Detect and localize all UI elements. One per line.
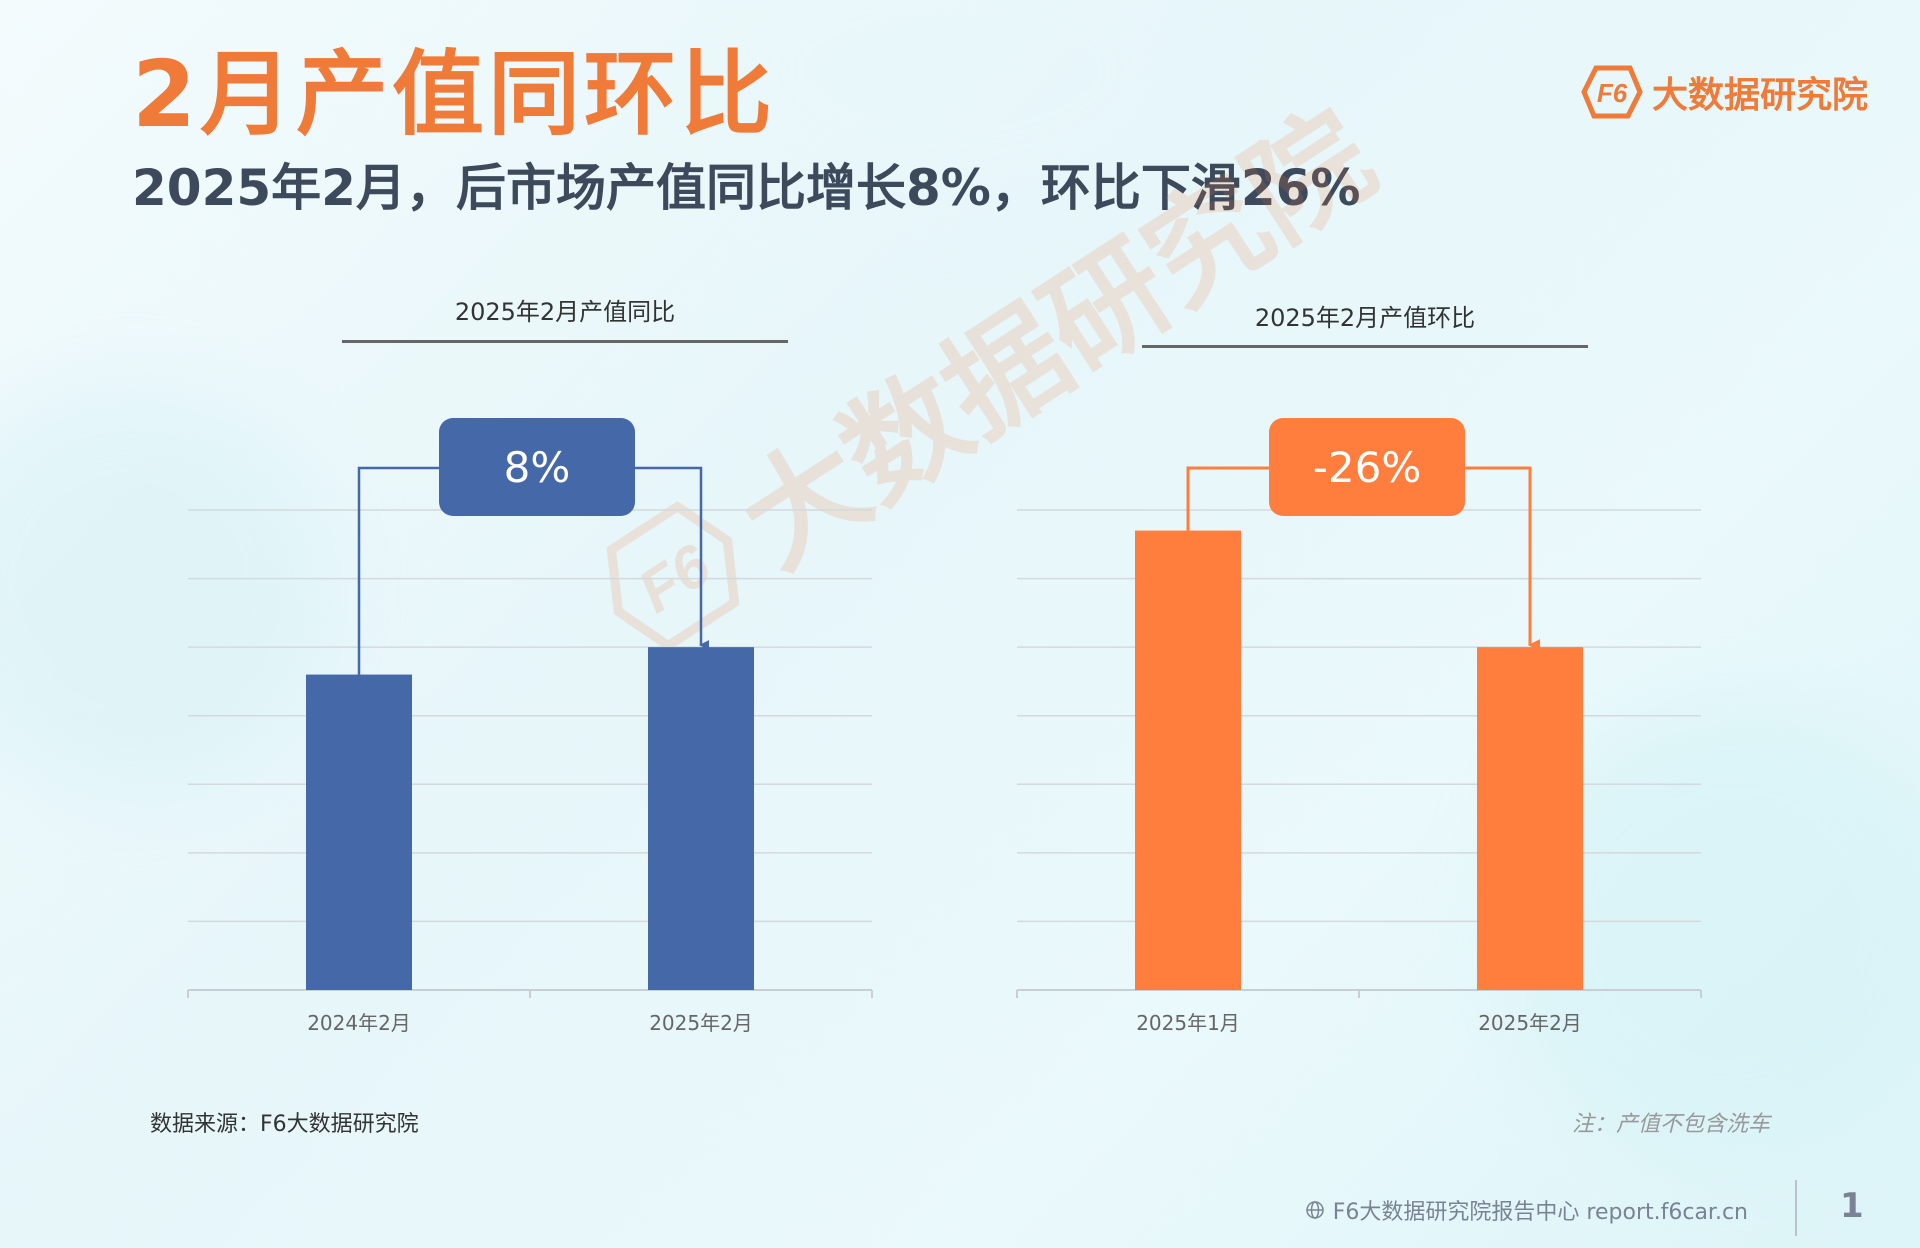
x-tick-label: 2025年2月: [649, 1011, 753, 1035]
bar-2: [648, 647, 754, 990]
x-tick-label: 2025年1月: [1136, 1011, 1240, 1035]
chart-title-rule-mom: [1142, 345, 1588, 348]
chart-title-rule-yoy: [342, 340, 788, 343]
footer-site-link[interactable]: F6大数据研究院报告中心 report.f6car.cn: [1305, 1194, 1748, 1226]
chart-mom: 2025年1月 2025年2月: [1016, 466, 1702, 1035]
globe-icon: [1306, 1201, 1324, 1219]
bar-1: [1135, 530, 1241, 990]
bar-1: [306, 674, 412, 990]
chart-title-mom: 2025年2月产值环比: [1254, 304, 1476, 332]
footnote: 注：产值不包含洗车: [1571, 1112, 1770, 1137]
f6-logo-icon: F6: [1581, 65, 1643, 119]
x-tick-label: 2024年2月: [307, 1011, 411, 1035]
page-number: 1: [1840, 1186, 1864, 1226]
brand-logo: F6 大数据研究院: [1580, 64, 1868, 120]
footer-divider: [1795, 1180, 1797, 1236]
chart-yoy: 2024年2月 2025年2月: [187, 466, 873, 1035]
bar-2: [1477, 647, 1583, 990]
footer-site-text: F6大数据研究院报告中心 report.f6car.cn: [1332, 1200, 1748, 1225]
logo-letters: F6: [1597, 78, 1628, 108]
page-title: 2月产值同环比: [132, 41, 777, 148]
page-subtitle: 2025年2月，后市场产值同比增长8%，环比下滑26%: [132, 159, 1361, 217]
change-badge-yoy: 8%: [439, 418, 635, 516]
data-source: 数据来源：F6大数据研究院: [150, 1112, 419, 1137]
change-badge-mom: -26%: [1269, 418, 1465, 516]
brand-name: 大数据研究院: [1651, 75, 1868, 116]
x-tick-label: 2025年2月: [1478, 1011, 1582, 1035]
chart-title-yoy: 2025年2月产值同比: [454, 298, 676, 326]
